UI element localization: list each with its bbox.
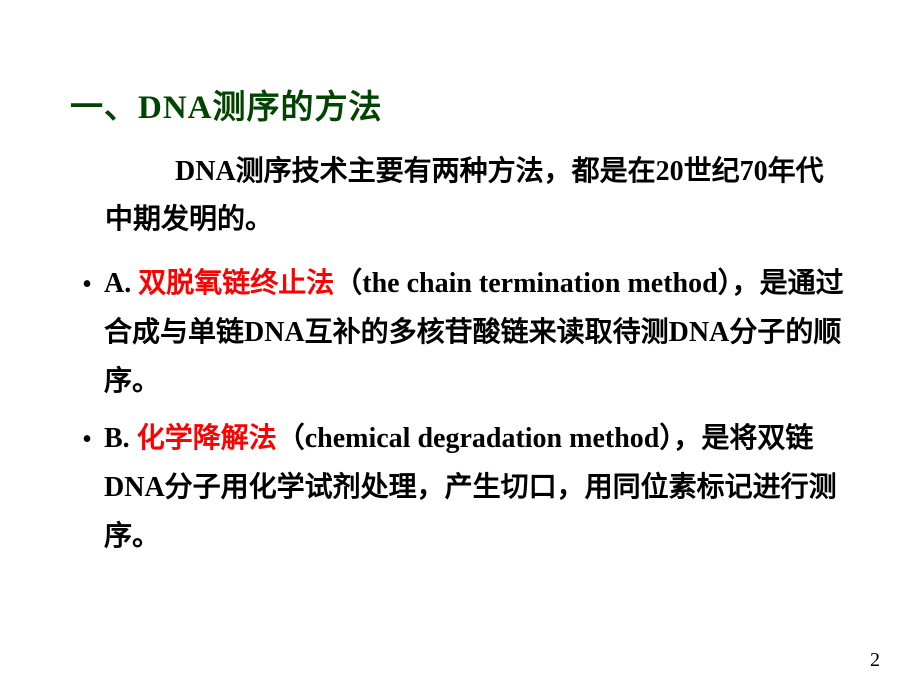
slide: 一、DNA测序的方法 DNA测序技术主要有两种方法，都是在20世纪70年代中期发… bbox=[0, 0, 920, 690]
page-number: 2 bbox=[870, 649, 880, 672]
bullet-term-highlight: 双脱氧链终止法 bbox=[138, 268, 334, 299]
bullet-body: A. 双脱氧链终止法（the chain termination method）… bbox=[104, 259, 850, 406]
bullet-dot-icon: • bbox=[70, 414, 104, 464]
bullet-item-b: • B. 化学降解法（chemical degradation method），… bbox=[70, 414, 850, 561]
bullet-prefix: B. bbox=[104, 423, 137, 454]
bullet-item-a: • A. 双脱氧链终止法（the chain termination metho… bbox=[70, 259, 850, 406]
bullet-term-highlight: 化学降解法 bbox=[137, 423, 277, 454]
bullet-body: B. 化学降解法（chemical degradation method），是将… bbox=[104, 414, 850, 561]
bullet-prefix: A. bbox=[104, 268, 138, 299]
bullet-dot-icon: • bbox=[70, 259, 104, 309]
section-heading: 一、DNA测序的方法 bbox=[70, 80, 850, 128]
intro-paragraph: DNA测序技术主要有两种方法，都是在20世纪70年代中期发明的。 bbox=[105, 148, 850, 243]
